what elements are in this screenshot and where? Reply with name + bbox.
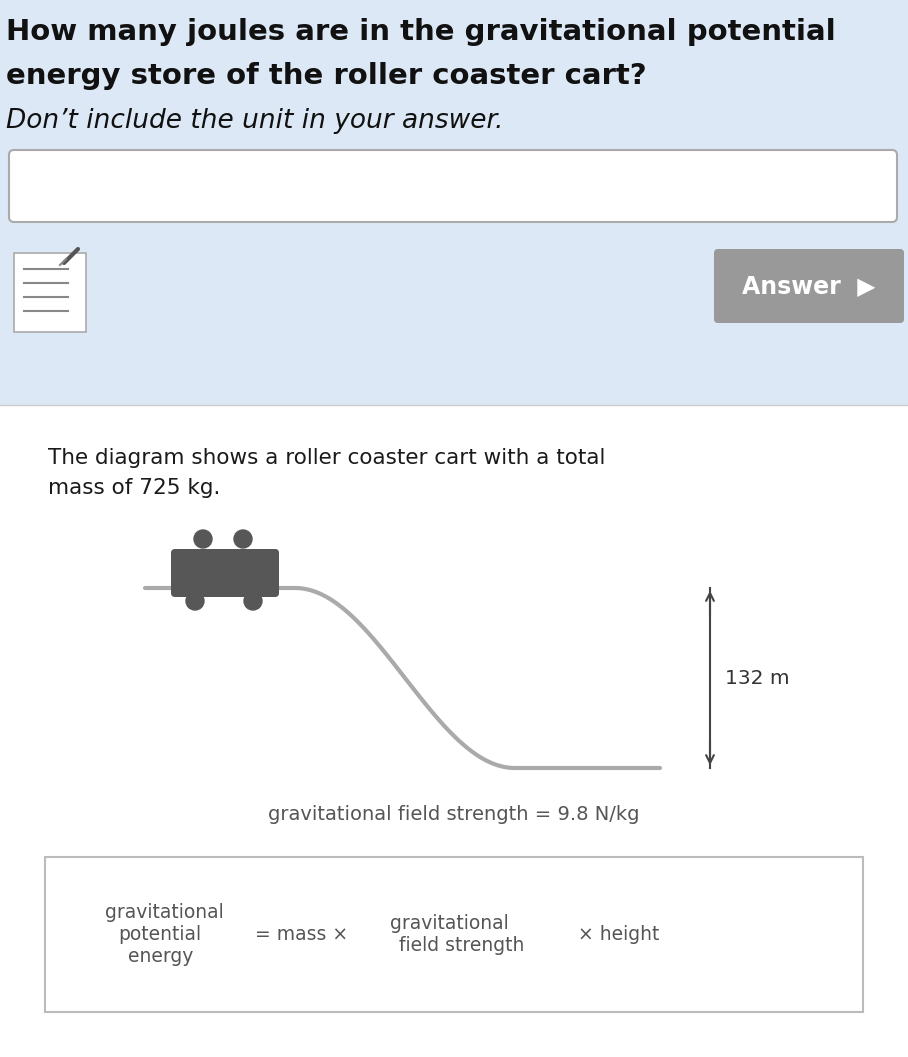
FancyBboxPatch shape bbox=[714, 249, 904, 323]
FancyBboxPatch shape bbox=[9, 150, 897, 222]
Text: gravitational field strength = 9.8 N/kg: gravitational field strength = 9.8 N/kg bbox=[268, 805, 640, 824]
FancyBboxPatch shape bbox=[45, 857, 863, 1012]
Text: = mass ×: = mass × bbox=[255, 925, 348, 944]
Text: Answer  ▶: Answer ▶ bbox=[743, 274, 875, 298]
Text: energy: energy bbox=[128, 947, 193, 966]
Text: mass of 725 kg.: mass of 725 kg. bbox=[48, 478, 221, 498]
FancyBboxPatch shape bbox=[14, 253, 86, 332]
Text: field strength: field strength bbox=[399, 937, 525, 956]
Text: × height: × height bbox=[578, 925, 659, 944]
Text: The diagram shows a roller coaster cart with a total: The diagram shows a roller coaster cart … bbox=[48, 448, 606, 468]
Circle shape bbox=[194, 530, 212, 548]
Bar bbox=[0, 0, 908, 405]
Text: Don’t include the unit in your answer.: Don’t include the unit in your answer. bbox=[6, 108, 503, 134]
Bar bbox=[0, 405, 908, 1057]
FancyBboxPatch shape bbox=[171, 549, 279, 597]
Circle shape bbox=[234, 530, 252, 548]
Text: energy store of the roller coaster cart?: energy store of the roller coaster cart? bbox=[6, 62, 646, 90]
Text: potential: potential bbox=[118, 925, 202, 944]
Text: 132 m: 132 m bbox=[725, 668, 790, 687]
Text: How many joules are in the gravitational potential: How many joules are in the gravitational… bbox=[6, 18, 835, 47]
Text: gravitational: gravitational bbox=[105, 903, 223, 922]
Circle shape bbox=[244, 592, 262, 610]
Circle shape bbox=[186, 592, 204, 610]
Text: gravitational: gravitational bbox=[390, 914, 508, 933]
